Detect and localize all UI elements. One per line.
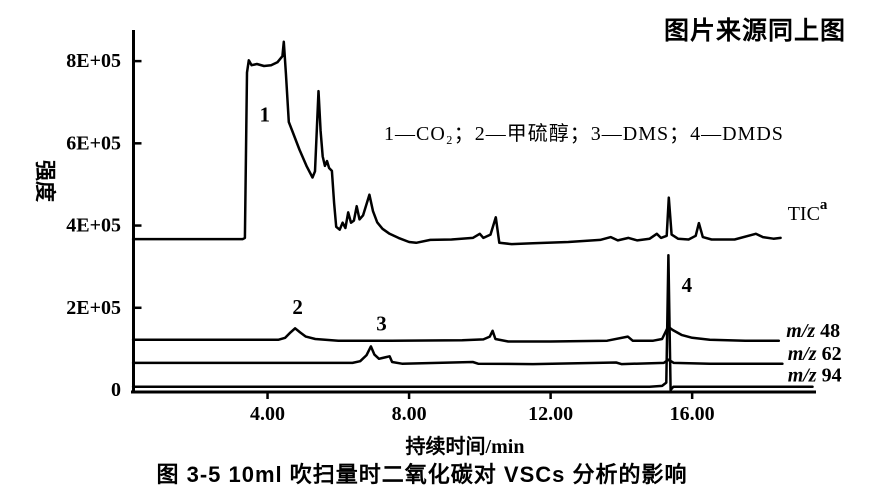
trace-m-z-94 — [131, 253, 814, 392]
figure-caption: 图 3-5 10ml 吹扫量时二氧化碳对 VSCs 分析的影响 — [156, 462, 688, 487]
trace-label-part: 62 — [817, 343, 842, 365]
y-tick-label-6e-05: 6E+05 — [66, 132, 121, 154]
y-tick-label-4e-05: 4E+05 — [66, 215, 121, 237]
trace-label-part: m/z — [786, 320, 815, 342]
y-tick-label-2e-05: 2E+05 — [66, 297, 121, 319]
y-tick-label-8e-05: 8E+05 — [66, 50, 121, 72]
trace-m-z-62 — [131, 345, 784, 366]
peak-label-1: 1 — [259, 103, 270, 127]
trace-tic — [131, 40, 782, 246]
trace-label-m-z-94: m/z 94 — [788, 365, 842, 387]
x-tick-label-16-00: 16.00 — [670, 403, 715, 425]
trace-label-tic: TICa — [788, 197, 828, 225]
source-note: 图片来源同上图 — [663, 17, 846, 45]
trace-label-part: 48 — [815, 320, 840, 342]
trace-label-part: m/z — [788, 343, 817, 365]
x-tick-label-8-00: 8.00 — [392, 403, 427, 425]
trace-label-part: m/z — [788, 365, 817, 387]
legend-line: 1—CO₂；2—甲硫醇；3—DMS；4—DMDS — [384, 123, 784, 145]
trace-label-part: a — [820, 197, 828, 213]
trace-label-m-z-48: m/z 48 — [786, 320, 840, 342]
trace-label-part: TIC — [788, 203, 820, 225]
trace-label-m-z-62: m/z 62 — [788, 343, 842, 365]
x-tick-label-4-00: 4.00 — [250, 403, 285, 425]
peak-label-4: 4 — [682, 273, 693, 297]
y-tick-label-0: 0 — [111, 379, 121, 401]
peak-label-2: 2 — [292, 295, 303, 319]
x-tick-label-12-00: 12.00 — [528, 403, 573, 425]
y-axis-label: 强度 — [33, 160, 56, 202]
x-axis-label: 持续时间/min — [405, 436, 525, 458]
trace-m-z-48 — [131, 325, 781, 343]
peak-label-3: 3 — [376, 311, 387, 335]
trace-label-part: 94 — [817, 365, 842, 387]
